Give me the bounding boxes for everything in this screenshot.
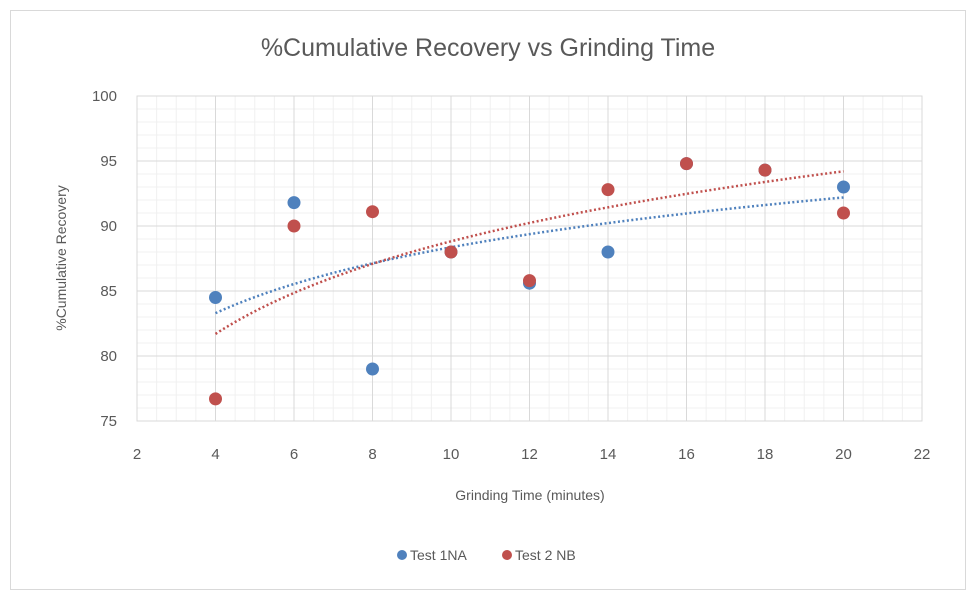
- chart-area: [10, 10, 966, 590]
- data-point-test-2-nb: [287, 219, 301, 233]
- data-point-test-2-nb: [209, 392, 222, 406]
- y-tick-label: 80: [100, 348, 117, 365]
- x-tick-label: 8: [368, 446, 376, 463]
- y-tick-label: 100: [92, 88, 117, 105]
- data-point-test-2-nb: [523, 274, 536, 288]
- y-tick-label: 90: [100, 218, 117, 235]
- trendline-test-2-nb: [214, 170, 844, 335]
- legend: Test 1NA Test 2 NB: [397, 547, 576, 563]
- x-axis-tick-labels: 2 4 6 8 10 12 14 16 18 20 22: [133, 446, 931, 463]
- y-tick-label: 85: [100, 283, 117, 300]
- plot-area: [136, 95, 923, 422]
- y-axis-label: %Cumulative Recovery: [53, 185, 69, 331]
- x-tick-label: 2: [133, 446, 141, 463]
- x-axis-label: Grinding Time (minutes): [455, 487, 604, 503]
- data-point-test-1na: [209, 291, 222, 304]
- y-tick-label: 95: [100, 153, 117, 170]
- y-tick-label: 75: [100, 413, 117, 430]
- data-points: [209, 157, 850, 406]
- data-point-test-1na: [366, 362, 379, 376]
- data-point-test-2-nb: [601, 183, 615, 197]
- x-tick-label: 12: [521, 446, 538, 463]
- y-axis-tick-labels: 75 80 85 90 95 100: [92, 88, 117, 430]
- legend-label: Test 1NA: [410, 547, 467, 563]
- trendline-test-1na: [214, 196, 844, 315]
- data-point-test-2-nb: [444, 245, 458, 259]
- data-point-test-1na: [601, 245, 615, 259]
- data-point-test-2-nb: [366, 205, 379, 219]
- chart-title: %Cumulative Recovery vs Grinding Time: [261, 34, 715, 62]
- data-point-test-2-nb: [758, 163, 772, 177]
- x-tick-label: 22: [914, 446, 931, 463]
- data-point-test-2-nb: [837, 206, 850, 220]
- data-point-test-1na: [837, 180, 850, 194]
- x-tick-label: 20: [835, 446, 852, 463]
- legend-marker-test-2-nb: [502, 550, 512, 560]
- data-point-test-2-nb: [680, 157, 693, 171]
- data-point-test-1na: [287, 196, 301, 210]
- x-tick-label: 18: [757, 446, 774, 463]
- legend-marker-test-1na: [397, 550, 407, 560]
- x-tick-label: 6: [290, 446, 298, 463]
- x-tick-label: 16: [678, 446, 695, 463]
- x-tick-label: 10: [443, 446, 460, 463]
- legend-label: Test 2 NB: [515, 547, 576, 563]
- trendlines: [214, 170, 844, 335]
- x-tick-label: 4: [211, 446, 219, 463]
- x-tick-label: 14: [600, 446, 617, 463]
